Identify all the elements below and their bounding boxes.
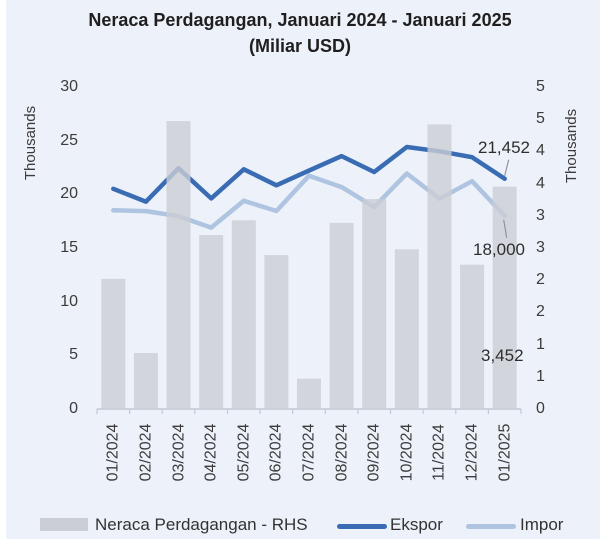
x-axis-label: 03/2024 bbox=[170, 423, 188, 482]
neraca-bar bbox=[199, 235, 224, 409]
x-axis-label: 05/2024 bbox=[235, 423, 253, 482]
x-axis-label: 08/2024 bbox=[333, 423, 351, 482]
left-axis-tick-label: 20 bbox=[60, 185, 78, 202]
right-axis-tick-label: 4 bbox=[536, 142, 545, 159]
chart-title-line1: Neraca Perdagangan, Januari 2024 - Janua… bbox=[88, 10, 512, 30]
right-axis-tick-label: 3 bbox=[536, 207, 545, 224]
legend-ekspor-swatch bbox=[337, 524, 387, 529]
legend-ekspor-label: Ekspor bbox=[390, 515, 443, 534]
x-axis-label: 10/2024 bbox=[398, 423, 416, 482]
x-axis-label: 11/2024 bbox=[430, 424, 448, 481]
legend-neraca-label: Neraca Perdagangan - RHS bbox=[95, 515, 308, 534]
impor-leader-line bbox=[503, 219, 508, 238]
neraca-bar bbox=[133, 353, 158, 409]
neraca-bar bbox=[166, 121, 191, 409]
left-axis-tick-label: 15 bbox=[60, 239, 78, 256]
left-axis-tick-label: 25 bbox=[60, 132, 78, 149]
neraca-bar bbox=[231, 220, 256, 409]
left-axis-tick-label: 5 bbox=[69, 346, 78, 363]
legend-impor-swatch bbox=[466, 524, 516, 529]
left-axis-title: Thousands bbox=[22, 105, 39, 181]
chart-title: Neraca Perdagangan, Januari 2024 - Janua… bbox=[0, 7, 600, 59]
x-axis-label: 09/2024 bbox=[365, 423, 383, 482]
x-axis-label: 12/2024 bbox=[463, 423, 481, 482]
annotation-ekspor-value: 21,452 bbox=[478, 138, 530, 157]
neraca-bar bbox=[362, 199, 387, 409]
ekspor-leader-line bbox=[504, 159, 510, 176]
x-axis-label: 06/2024 bbox=[267, 423, 285, 482]
annotation-impor-value: 18,000 bbox=[473, 240, 525, 259]
neraca-bar bbox=[101, 278, 126, 409]
right-axis-tick-label: 4 bbox=[536, 175, 545, 192]
right-axis-tick-label: 1 bbox=[536, 368, 545, 385]
right-axis-tick-label: 5 bbox=[536, 78, 545, 95]
right-axis-tick-label: 2 bbox=[536, 271, 545, 288]
neraca-bar bbox=[394, 249, 419, 409]
chart-title-line2: (Miliar USD) bbox=[248, 36, 351, 56]
right-axis-tick-label: 1 bbox=[536, 336, 545, 353]
x-axis-label: 07/2024 bbox=[300, 423, 318, 482]
x-axis-label: 04/2024 bbox=[202, 423, 220, 482]
legend-impor-label: Impor bbox=[520, 515, 564, 534]
right-axis-tick-label: 2 bbox=[536, 303, 545, 320]
neraca-bar bbox=[427, 124, 452, 410]
left-axis-tick-label: 0 bbox=[69, 400, 78, 417]
right-axis-tick-label: 3 bbox=[536, 239, 545, 256]
neraca-bar bbox=[492, 186, 517, 409]
left-axis-tick-label: 10 bbox=[60, 293, 78, 310]
neraca-bar bbox=[329, 222, 354, 409]
x-axis-label: 01/2025 bbox=[496, 423, 514, 482]
neraca-bar bbox=[297, 378, 321, 409]
legend-neraca-swatch bbox=[40, 518, 88, 531]
neraca-bar bbox=[264, 255, 289, 409]
right-axis-tick-label: 0 bbox=[536, 400, 545, 417]
right-axis-tick-label: 5 bbox=[536, 110, 545, 127]
annotation-neraca-value: 3,452 bbox=[481, 346, 524, 365]
neraca-bar bbox=[460, 264, 485, 409]
x-axis-label: 01/2024 bbox=[104, 423, 122, 482]
x-axis-label: 02/2024 bbox=[137, 423, 155, 482]
left-axis-tick-label: 30 bbox=[60, 78, 78, 95]
